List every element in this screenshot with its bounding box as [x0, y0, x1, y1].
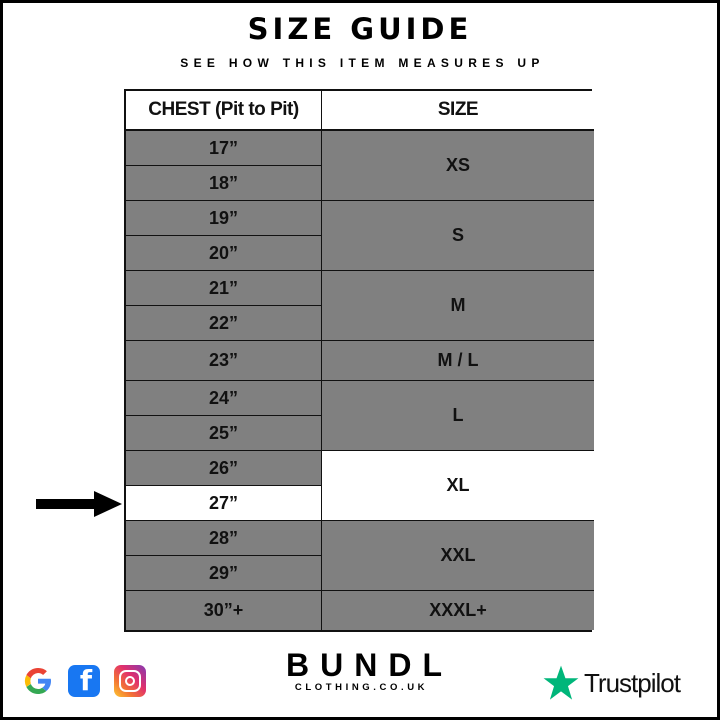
size-cell: S — [322, 201, 594, 271]
brand-name: BUNDL — [286, 647, 453, 683]
chest-cell: 28” — [126, 521, 322, 556]
size-cell: L — [322, 381, 594, 451]
chest-cell: 22” — [126, 306, 322, 341]
chest-cell: 23” — [126, 341, 322, 381]
brand-domain: CLOTHING.CO.UK — [294, 682, 429, 693]
chest-cell: 21” — [126, 271, 322, 306]
arrow-right-icon — [36, 491, 122, 517]
trustpilot-star-icon — [543, 665, 579, 700]
size-cell: XL — [322, 451, 594, 521]
size-cell: M / L — [322, 341, 594, 381]
header-size: SIZE — [322, 91, 594, 131]
chest-cell: 18” — [126, 166, 322, 201]
chest-cell: 20” — [126, 236, 322, 271]
chest-cell: 27” — [126, 486, 322, 521]
chest-cell: 19” — [126, 201, 322, 236]
trustpilot-logo[interactable]: Trustpilot — [542, 664, 681, 702]
size-cell: XXL — [322, 521, 594, 591]
size-cell: XS — [322, 131, 594, 201]
size-cell: XXXL+ — [322, 591, 594, 630]
page-subtitle: SEE HOW THIS ITEM MEASURES UP — [180, 56, 545, 70]
google-icon[interactable] — [22, 664, 54, 698]
chest-cell: 29” — [126, 556, 322, 591]
size-cell: M — [322, 271, 594, 341]
trustpilot-text: Trustpilot — [584, 667, 681, 698]
brand-logo: BUNDL CLOTHING.CO.UK — [278, 648, 442, 693]
header-chest: CHEST (Pit to Pit) — [126, 91, 322, 131]
social-icons: f — [22, 664, 146, 698]
chest-cell: 17” — [126, 131, 322, 166]
facebook-icon[interactable]: f — [68, 664, 100, 697]
chest-cell: 25” — [126, 416, 322, 451]
page-title: SIZE GUIDE — [247, 12, 473, 46]
chest-cell: 30”+ — [126, 591, 322, 630]
instagram-icon[interactable] — [114, 665, 146, 697]
chest-cell: 24” — [126, 381, 322, 416]
size-table: CHEST (Pit to Pit) SIZE 17” 18” 19” 20” 21” 2… — [124, 89, 594, 632]
chest-cell: 26” — [126, 451, 322, 486]
